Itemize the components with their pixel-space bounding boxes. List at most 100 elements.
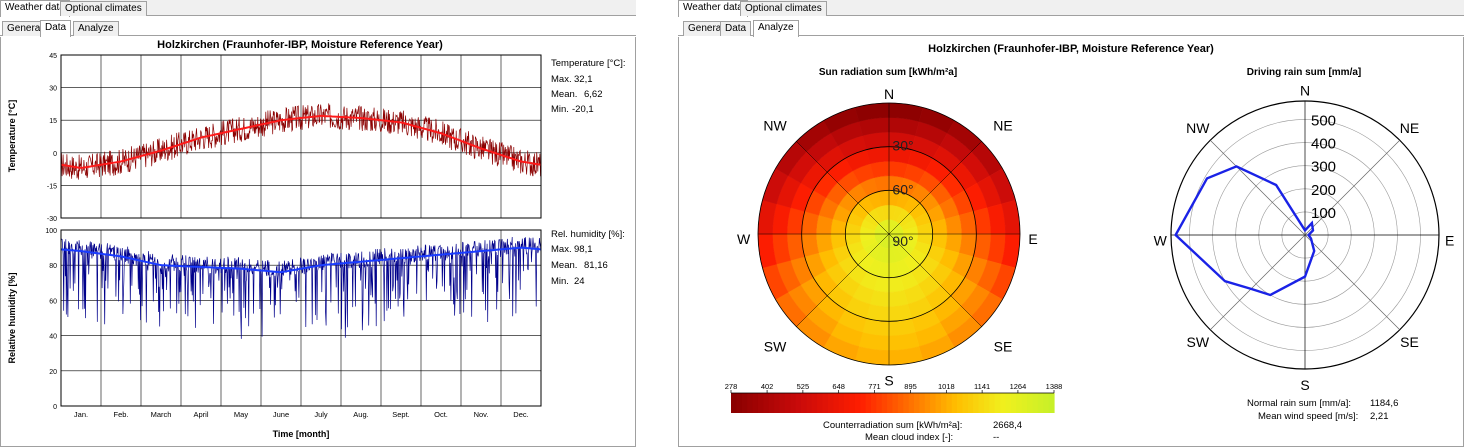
month-tick-label: July [314,410,328,419]
month-tick-label: Oct. [434,410,448,419]
colorbar-segment [790,393,797,413]
y-tick-label: -15 [47,183,57,190]
direction-label: N [1300,82,1310,98]
temperature-legend-title: Temperature [°C]: [551,58,626,69]
direction-line [1304,234,1400,330]
month-tick-label: Sept. [392,410,410,419]
colorbar-segment [1048,393,1055,413]
colorbar-segment [1032,393,1039,413]
y-tick-label: 15 [49,118,57,125]
colorbar-segment [897,393,904,413]
y-tick-label: -30 [47,216,57,223]
colorbar-segment [736,393,743,413]
direction-label: S [884,373,893,389]
temperature-min-value: -20,1 [572,104,594,115]
tab-optional-climates[interactable]: Optional climates [60,1,147,16]
y-tick-label: 45 [49,53,57,60]
radiation-cell [888,304,912,322]
colorbar-segment [989,393,996,413]
colorbar-segment [908,393,915,413]
colorbar-tick-label: 771 [868,382,881,391]
colorbar-segment [876,393,883,413]
y-tick-label: 40 [49,334,57,341]
colorbar-segment [752,393,759,413]
colorbar-segment [774,393,781,413]
radiation-cell [959,211,977,235]
colorbar-segment [849,393,856,413]
main-tabbar: Weather data Optional climates [0,0,636,17]
mean-series-line [61,114,541,169]
direction-label: E [1445,232,1454,248]
analyze-panel: Weather data Optional climates General D… [678,0,1464,447]
counterradiation-label: Counterradiation sum [kWh/m²a]: [823,420,963,431]
colorbar-segment [1016,393,1023,413]
colorbar-tick-label: 895 [904,382,917,391]
y-tick-label: 80 [49,263,57,270]
colorbar-tick-label: 648 [832,382,845,391]
colorbar-segment [747,393,754,413]
sub-tabbar: General Data Analyze [0,20,636,37]
timeseries-charts: -30 -15 0 15 30 45 0 20 40 60 80 100 Jan. Feb. March… [7,53,542,439]
radial-tick-label: 300 [1311,159,1336,176]
humidity-raw-series [61,236,541,339]
colorbar-segment [854,393,861,413]
colorbar-segment [940,393,947,413]
colorbar-segment [779,393,786,413]
colorbar-segment [1010,393,1017,413]
raw-series-line [61,103,541,180]
radiation-cell [959,233,977,257]
tab-analyze[interactable]: Analyze [753,20,799,37]
colorbar-segment [957,393,964,413]
colorbar-segment [860,393,867,413]
humidity-min-value: 24 [574,276,585,287]
chart-title: Holzkirchen (Fraunhofer-IBP, Moisture Re… [157,39,443,51]
temperature-axis-label: Temperature [°C] [7,100,17,172]
time-axis-label: Time [month] [273,429,330,439]
tab-analyze[interactable]: Analyze [73,21,119,36]
colorbar-segment [887,393,894,413]
sun-radiation-polar: 30° 60° 90° N NE E SE S SW W NW [737,86,1038,389]
colorbar-segment [763,393,770,413]
colorbar-tick-label: 1388 [1046,382,1063,391]
colorbar-segment [892,393,899,413]
cloud-index-value: -- [993,432,1000,443]
colorbar-segment [881,393,888,413]
sun-radiation-colorbar: 278 402 525 648 771 895 1018 1141 1264 1388 [725,382,1063,413]
data-panel: Weather data Optional climates General D… [0,0,636,447]
colorbar-segment [1037,393,1044,413]
humidity-min-label: Min. [551,276,569,287]
colorbar-segment [984,393,990,413]
tab-optional-climates[interactable]: Optional climates [740,1,827,16]
colorbar-segment [935,393,942,413]
colorbar-segment [757,393,764,413]
humidity-mean-value: 81,16 [584,260,608,271]
humidity-max-label: Max. [551,244,572,255]
direction-line [1304,140,1400,236]
colorbar-segment [1027,393,1034,413]
wind-speed-value: 2,21 [1370,411,1389,422]
colorbar-segment [962,393,969,413]
month-tick-label: Jan. [74,410,88,419]
colorbar-segment [914,393,921,413]
normal-rain-value: 1184,6 [1370,398,1399,409]
radial-tick-label: 400 [1311,136,1336,153]
month-tick-label: Dec. [513,410,528,419]
radiation-cell [801,211,819,235]
month-tick-label: April [193,410,208,419]
direction-label: NE [1400,120,1419,136]
radial-tick-label: 100 [1311,205,1336,222]
y-tick-label: 30 [49,86,57,93]
colorbar-segment [1005,393,1012,413]
direction-label: NW [1186,120,1210,136]
colorbar-segment [967,393,974,413]
tab-data[interactable]: Data [40,20,72,37]
tab-data[interactable]: Data [720,21,752,36]
temperature-min-label: Min. [551,104,569,115]
month-tick-label: May [234,410,248,419]
colorbar-segment [951,393,958,413]
colorbar-segment [1000,393,1007,413]
direction-label: NE [993,117,1012,133]
colorbar-segment [827,393,834,413]
sub-tabbar: General Data Analyze [678,20,1464,37]
radiation-cell [866,304,890,322]
